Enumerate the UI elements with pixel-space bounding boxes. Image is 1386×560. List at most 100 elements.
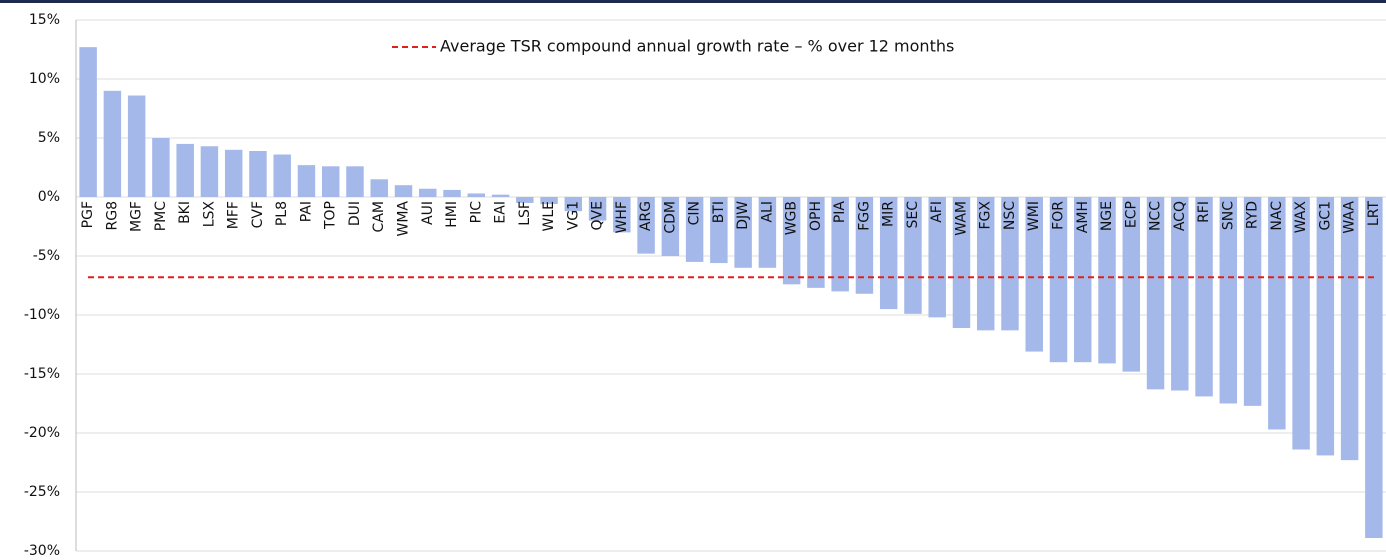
x-tick-label: PGF bbox=[80, 201, 96, 228]
x-tick-label: PL8 bbox=[274, 201, 290, 226]
bar bbox=[127, 95, 146, 197]
bar bbox=[782, 197, 801, 285]
bar bbox=[807, 197, 825, 288]
bar bbox=[734, 197, 752, 268]
bar bbox=[152, 138, 170, 197]
bar bbox=[904, 197, 922, 314]
x-tick-label: WGB bbox=[784, 201, 800, 235]
x-tick-label: GC1 bbox=[1317, 201, 1333, 231]
bar bbox=[297, 165, 316, 197]
bar bbox=[370, 179, 388, 197]
x-tick-label: LSX bbox=[201, 201, 217, 228]
bar bbox=[540, 197, 558, 205]
x-tick-label: WAM bbox=[953, 201, 969, 236]
bar bbox=[685, 197, 704, 262]
x-tick-label: RFI bbox=[1196, 201, 1212, 223]
x-tick-label: LRT bbox=[1366, 201, 1382, 227]
x-tick-label: ACQ bbox=[1172, 201, 1188, 231]
x-tick-label: PAI bbox=[298, 201, 314, 222]
bar bbox=[661, 197, 680, 256]
x-tick-label: FOR bbox=[1051, 201, 1067, 230]
x-tick-label: CIN bbox=[687, 201, 703, 225]
bar bbox=[1365, 197, 1383, 539]
x-tick-label: VG1 bbox=[565, 201, 581, 230]
x-tick-label: QVE bbox=[590, 201, 606, 230]
y-tick-label: 5% bbox=[38, 130, 60, 146]
x-tick-label: WMA bbox=[396, 201, 412, 237]
bar bbox=[1268, 197, 1286, 430]
bar bbox=[1243, 197, 1262, 406]
bar bbox=[928, 197, 946, 318]
y-tick-label: -5% bbox=[33, 248, 60, 264]
x-tick-label: MIR bbox=[881, 201, 897, 227]
x-tick-label: ARG bbox=[638, 201, 654, 231]
bar bbox=[976, 197, 995, 331]
bar bbox=[79, 47, 97, 197]
bar bbox=[321, 166, 340, 197]
x-tick-label: MFF bbox=[226, 201, 242, 229]
x-tick-label: PIA bbox=[832, 201, 848, 224]
x-tick-label: NGE bbox=[1099, 201, 1115, 231]
bar bbox=[273, 154, 291, 197]
y-tick-label: -15% bbox=[24, 366, 60, 382]
x-tick-label: RYD bbox=[1245, 201, 1261, 229]
bar bbox=[1340, 197, 1359, 461]
x-tick-label: BKI bbox=[177, 201, 193, 224]
x-tick-label: AUI bbox=[420, 201, 436, 225]
y-tick-label: -20% bbox=[24, 425, 60, 441]
bar bbox=[516, 197, 534, 203]
bar bbox=[1146, 197, 1165, 390]
x-tick-label: DJW bbox=[735, 201, 751, 230]
x-tick-label: PMC bbox=[153, 201, 169, 232]
bar bbox=[394, 185, 413, 197]
bar bbox=[1049, 197, 1068, 363]
bar bbox=[588, 197, 607, 221]
bar bbox=[855, 197, 874, 294]
bar bbox=[1098, 197, 1116, 364]
x-tick-label: CVF bbox=[250, 201, 266, 228]
x-tick-label: WLE bbox=[541, 201, 557, 232]
bar bbox=[1316, 197, 1335, 456]
x-tick-label: NSC bbox=[1002, 201, 1018, 230]
x-tick-label: RG8 bbox=[104, 201, 120, 230]
y-tick-label: 0% bbox=[38, 189, 60, 205]
bar bbox=[103, 90, 122, 197]
bar bbox=[346, 166, 364, 197]
x-tick-label: OPH bbox=[808, 201, 824, 231]
y-tick-label: 10% bbox=[29, 71, 60, 87]
legend-label: Average TSR compound annual growth rate … bbox=[440, 37, 954, 56]
bar bbox=[491, 194, 510, 197]
bar bbox=[710, 197, 728, 264]
x-tick-label: ECP bbox=[1123, 201, 1139, 228]
bar bbox=[613, 197, 631, 233]
bar bbox=[758, 197, 777, 268]
x-tick-label: BTI bbox=[711, 201, 727, 223]
x-tick-label: WAX bbox=[1293, 201, 1309, 234]
x-tick-label: PIC bbox=[468, 201, 484, 224]
x-tick-label: TOP bbox=[323, 201, 339, 230]
bar bbox=[1292, 197, 1310, 450]
x-tick-label: WHF bbox=[614, 201, 630, 233]
x-tick-label: MGF bbox=[129, 201, 145, 232]
x-tick-label: SNC bbox=[1220, 201, 1236, 230]
bar bbox=[1171, 197, 1189, 391]
x-tick-label: SEC bbox=[905, 201, 921, 229]
y-tick-label: -10% bbox=[24, 307, 60, 323]
top-border bbox=[0, 0, 1386, 3]
x-tick-label: CAM bbox=[371, 201, 387, 232]
x-tick-label: ALI bbox=[759, 201, 775, 223]
bar bbox=[1195, 197, 1213, 397]
x-tick-label: CDM bbox=[662, 201, 678, 234]
bar bbox=[467, 193, 486, 197]
x-tick-label: WMI bbox=[1026, 201, 1042, 231]
x-tick-label: AFI bbox=[929, 201, 945, 223]
bar bbox=[1001, 197, 1019, 331]
x-tick-label: HMI bbox=[444, 201, 460, 228]
bar bbox=[1025, 197, 1043, 352]
y-tick-label: 15% bbox=[29, 12, 60, 28]
bar bbox=[419, 188, 437, 197]
bar bbox=[831, 197, 849, 292]
bar bbox=[637, 197, 655, 254]
bar bbox=[564, 197, 583, 212]
